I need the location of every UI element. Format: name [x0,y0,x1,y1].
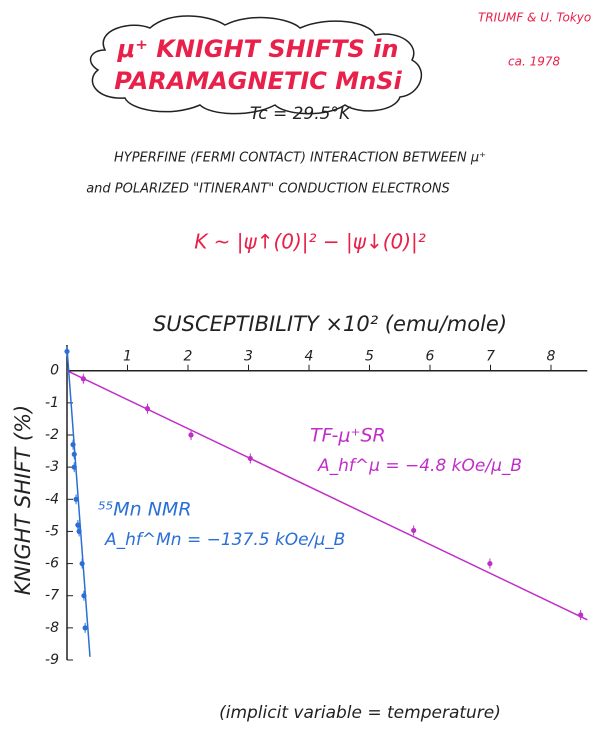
y-tick-label: -2 [45,427,59,443]
fit-line [66,370,588,621]
x-tick-label: 4 [305,349,314,365]
point [188,432,194,438]
x-tick-label: 2 [184,349,193,365]
y-tick-label: -6 [45,556,59,572]
footnote: (implicit variable = temperature) [219,703,501,723]
point [71,451,77,457]
point [70,442,76,448]
y-tick-label: -7 [45,588,59,604]
title: μ⁺ KNIGHT SHIFTS in [117,35,399,63]
point [411,527,417,534]
title: PARAMAGNETIC MnSi [114,67,402,95]
annotation: A_hf^Mn = −137.5 kOe/μ_B [104,530,345,550]
point [144,406,151,412]
y-tick-label: 0 [50,363,59,379]
series-label: TF-μ⁺SR [310,425,386,447]
y-axis-label: KNIGHT SHIFT (%) [11,405,35,595]
point [73,496,79,502]
point [75,522,81,528]
fit-line [66,348,91,657]
x-tick-label: 8 [547,349,556,365]
point [64,348,70,355]
y-tick-label: -1 [45,395,59,411]
point [487,560,493,567]
x-tick-label: 3 [244,349,253,365]
point [79,560,85,567]
point [71,464,77,470]
y-tick-label: -5 [45,523,59,539]
cloud [89,15,423,115]
x-tick-label: 7 [486,349,495,365]
point [76,528,82,535]
annotation: A_hf^μ = −4.8 kOe/μ_B [317,456,522,476]
y-tick-label: -4 [45,491,59,507]
point [247,455,253,462]
point [82,625,88,631]
y-tick-label: -8 [45,620,59,636]
y-tick-label: -9 [45,652,59,668]
credit: TRIUMF & U. Tokyo [478,11,591,25]
point [80,376,86,382]
text-line: HYPERFINE (FERMI CONTACT) INTERACTION BE… [114,151,486,166]
x-tick-label: 1 [123,349,132,365]
series-label: ⁵⁵Mn NMR [98,499,192,521]
x-tick-label: 5 [365,349,374,365]
date: ca. 1978 [508,55,560,69]
formula: K ~ |ψ↑(0)|² − |ψ↓(0)|² [194,230,426,254]
point [81,593,87,599]
point [578,612,584,618]
text-line: and POLARIZED "ITINERANT" CONDUCTION ELE… [86,182,450,197]
x-tick-label: 6 [426,349,435,365]
x-axis-label: SUSCEPTIBILITY ×10² (emu/mole) [153,312,507,336]
y-tick-label: -3 [45,459,59,475]
tc: Tc = 29.5°K [250,104,352,124]
